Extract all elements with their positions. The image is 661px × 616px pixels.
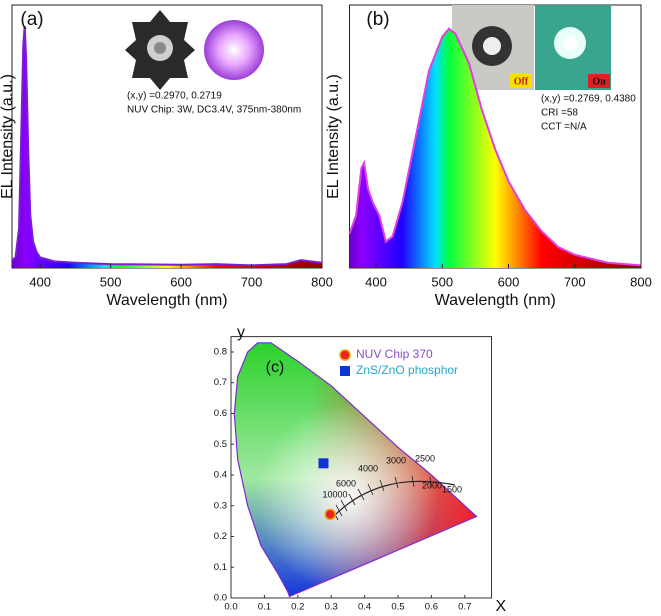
x-tick-label: 500 xyxy=(431,274,453,289)
y-tick-label: 0.3 xyxy=(214,500,227,511)
x-tick-label: 400 xyxy=(365,274,387,289)
spectrum-line xyxy=(348,27,642,267)
y-tick-label: 0.6 xyxy=(214,408,227,419)
legend-marker xyxy=(340,366,350,376)
x-tick-label: 400 xyxy=(29,274,51,289)
cct-label: 3000 xyxy=(386,455,406,465)
photo-label: Off xyxy=(514,76,529,87)
point xyxy=(318,458,329,469)
legend-marker xyxy=(339,349,351,361)
x-tick-label: 800 xyxy=(630,274,652,289)
x-tick-label: 600 xyxy=(498,274,520,289)
x-axis-label: Wavelength (nm) xyxy=(435,292,556,309)
cct-label: 4000 xyxy=(358,463,378,473)
annotation: (x,y) =0.2769, 0.4380 xyxy=(541,94,636,105)
x-tick-label: 800 xyxy=(311,274,333,289)
y-tick-label: 0.1 xyxy=(214,562,227,573)
y-axis-label: y xyxy=(237,324,245,341)
y-tick-label: 0.2 xyxy=(214,531,227,542)
x-tick-label: 0.0 xyxy=(224,602,237,613)
x-tick-label: 700 xyxy=(241,274,263,289)
x-tick-label: 600 xyxy=(170,274,192,289)
cct-label: 10000 xyxy=(322,489,347,499)
legend-label: ZnS/ZnO phosphor xyxy=(356,363,458,377)
x-tick-label: 700 xyxy=(564,274,586,289)
y-tick-label: 0.7 xyxy=(214,377,227,388)
isotherm-ticks xyxy=(331,475,432,521)
x-tick-label: 500 xyxy=(100,274,122,289)
photo-label: On xyxy=(592,76,606,87)
x-tick-label: 0.2 xyxy=(291,602,304,613)
x-tick-label: 0.5 xyxy=(391,602,404,613)
annotation: (x,y) =0.2970, 0.2719 xyxy=(127,91,222,102)
cct-label: 6000 xyxy=(336,478,356,488)
plot-frame xyxy=(230,336,492,599)
annotation: CCT =N/A xyxy=(541,122,587,133)
y-tick-label: 0.4 xyxy=(214,470,227,481)
spectral-locus xyxy=(233,342,478,598)
photo-device xyxy=(452,5,611,90)
x-axis-label: X xyxy=(496,598,507,615)
y-tick-label: 0.5 xyxy=(214,439,227,450)
x-tick-label: 0.7 xyxy=(458,602,471,613)
spectrum-fill xyxy=(349,28,641,269)
x-tick-label: 0.4 xyxy=(358,602,371,613)
panel-label: (c) xyxy=(266,359,285,376)
x-axis-label: Wavelength (nm) xyxy=(106,292,227,309)
y-tick-label: 0.8 xyxy=(214,346,227,357)
y-axis-label: EL Intensity (a.u.) xyxy=(0,74,16,199)
x-tick-label: 0.3 xyxy=(325,602,338,613)
annotation: NUV Chip: 3W, DC3.4V, 375nm-380nm xyxy=(127,105,301,116)
legend-label: NUV Chip 370 xyxy=(356,347,433,361)
x-tick-label: 0.6 xyxy=(425,602,438,613)
x-tick-label: 0.1 xyxy=(258,602,271,613)
y-axis-label: EL Intensity (a.u.) xyxy=(325,74,342,199)
cct-label: 2000 xyxy=(422,480,442,490)
cct-label: 2500 xyxy=(415,453,435,463)
panel-label: (a) xyxy=(20,9,43,30)
photo-led xyxy=(125,10,264,90)
y-tick-label: 0.0 xyxy=(214,593,227,604)
panel-label: (b) xyxy=(366,9,389,30)
cct-label: 1500 xyxy=(442,484,462,494)
spectrum-line xyxy=(11,25,323,267)
point xyxy=(324,508,336,521)
annotation: CRI =58 xyxy=(541,108,578,119)
